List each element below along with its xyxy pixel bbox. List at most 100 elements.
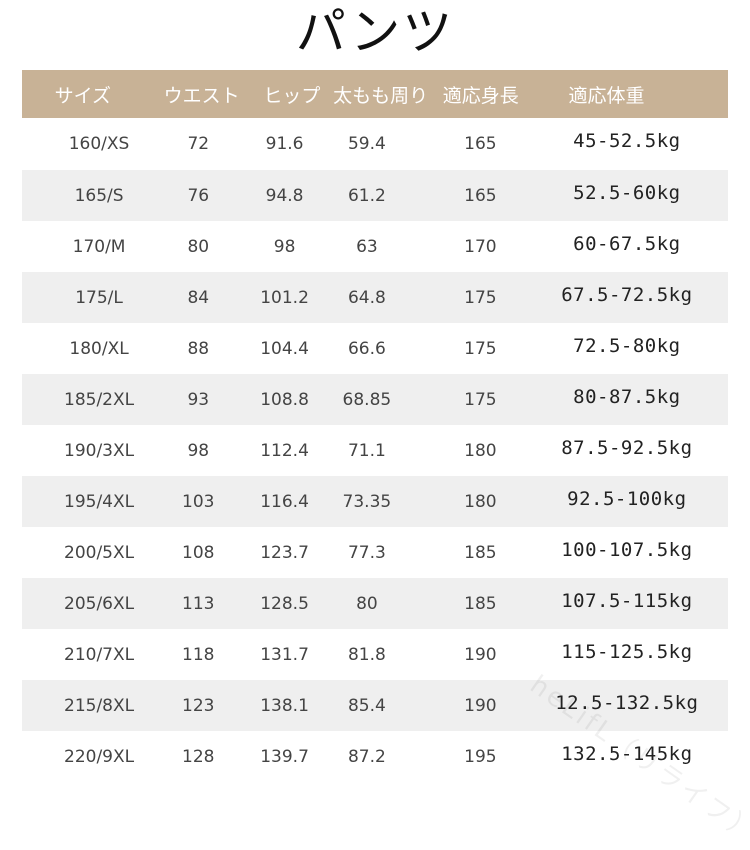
table-row: 200/5XL 108 123.7 77.3 185 100-107.5kg xyxy=(22,527,728,578)
cell-hip: 123.7 xyxy=(260,542,309,563)
cell-size: 215/8XL xyxy=(64,695,135,716)
cell-waist: 98 xyxy=(187,440,210,461)
cell-hip: 94.8 xyxy=(265,185,304,206)
header-weight: 適応体重 xyxy=(568,84,645,107)
table-row: 220/9XL 128 139.7 87.2 195 132.5-145kg xyxy=(22,731,728,782)
cell-waist: 103 xyxy=(182,491,215,512)
cell-waist: 76 xyxy=(187,185,210,206)
cell-weight: 12.5-132.5kg xyxy=(555,691,699,714)
cell-hip: 104.4 xyxy=(260,338,309,359)
cell-weight: 92.5-100kg xyxy=(567,487,687,510)
table-row: 185/2XL 93 108.8 68.85 175 80-87.5kg xyxy=(22,374,728,425)
cell-waist: 108 xyxy=(182,542,215,563)
cell-waist: 113 xyxy=(182,593,215,614)
cell-height: 175 xyxy=(464,338,497,359)
header-hip: ヒップ xyxy=(263,84,321,107)
cell-weight: 115-125.5kg xyxy=(561,640,693,663)
cell-hip: 131.7 xyxy=(260,644,309,665)
cell-size: 165/S xyxy=(74,185,124,206)
cell-weight: 67.5-72.5kg xyxy=(561,283,693,306)
cell-thigh: 81.8 xyxy=(347,644,386,665)
cell-thigh: 64.8 xyxy=(347,287,386,308)
table-row: 165/S 76 94.8 61.2 165 52.5-60kg xyxy=(22,170,728,221)
size-table: サイズ ウエスト ヒップ 太もも周り 適応身長 適応体重 160/XS 72 91.… xyxy=(22,70,728,782)
cell-hip: 128.5 xyxy=(260,593,309,614)
cell-size: 200/5XL xyxy=(64,542,135,563)
header-height: 適応身長 xyxy=(442,84,519,107)
cell-height: 190 xyxy=(464,644,497,665)
cell-size: 220/9XL xyxy=(64,746,135,767)
cell-waist: 84 xyxy=(187,287,210,308)
cell-size: 170/M xyxy=(72,236,126,257)
cell-height: 195 xyxy=(464,746,497,767)
cell-weight: 72.5-80kg xyxy=(573,334,681,357)
table-header: サイズ ウエスト ヒップ 太もも周り 適応身長 適応体重 xyxy=(22,70,728,118)
cell-hip: 138.1 xyxy=(260,695,309,716)
header-size: サイズ xyxy=(54,84,112,107)
table-row: 175/L 84 101.2 64.8 175 67.5-72.5kg xyxy=(22,272,728,323)
cell-height: 190 xyxy=(464,695,497,716)
cell-waist: 93 xyxy=(187,389,210,410)
cell-waist: 80 xyxy=(187,236,210,257)
cell-thigh: 85.4 xyxy=(347,695,386,716)
cell-height: 165 xyxy=(464,134,497,154)
cell-size: 205/6XL xyxy=(64,593,135,614)
cell-height: 175 xyxy=(464,389,497,410)
cell-height: 180 xyxy=(464,491,497,512)
cell-hip: 116.4 xyxy=(260,491,309,512)
table-row: 160/XS 72 91.6 59.4 165 45-52.5kg xyxy=(22,118,728,170)
cell-hip: 108.8 xyxy=(260,389,309,410)
cell-size: 210/7XL xyxy=(64,644,135,665)
cell-thigh: 59.4 xyxy=(347,134,386,154)
header-waist: ウエスト xyxy=(163,84,240,107)
cell-size: 160/XS xyxy=(68,134,130,154)
table-row: 180/XL 88 104.4 66.6 175 72.5-80kg xyxy=(22,323,728,374)
header-thigh: 太もも周り xyxy=(333,84,429,107)
cell-size: 190/3XL xyxy=(64,440,135,461)
cell-height: 180 xyxy=(464,440,497,461)
cell-height: 185 xyxy=(464,593,497,614)
cell-waist: 72 xyxy=(187,134,210,154)
cell-waist: 128 xyxy=(182,746,215,767)
cell-waist: 88 xyxy=(187,338,210,359)
cell-size: 185/2XL xyxy=(64,389,135,410)
cell-size: 180/XL xyxy=(69,338,129,359)
cell-hip: 91.6 xyxy=(265,134,304,154)
cell-height: 185 xyxy=(464,542,497,563)
cell-thigh: 77.3 xyxy=(347,542,386,563)
cell-hip: 98 xyxy=(273,236,296,257)
cell-weight: 45-52.5kg xyxy=(573,130,681,152)
cell-weight: 87.5-92.5kg xyxy=(561,436,693,459)
page-title: パンツ xyxy=(295,3,455,61)
cell-weight: 60-67.5kg xyxy=(573,232,681,255)
cell-weight: 132.5-145kg xyxy=(561,742,693,765)
cell-size: 195/4XL xyxy=(64,491,135,512)
cell-hip: 112.4 xyxy=(260,440,309,461)
table-body: 160/XS 72 91.6 59.4 165 45-52.5kg 165/S 76 94.8 6… xyxy=(22,118,728,782)
cell-waist: 123 xyxy=(182,695,215,716)
cell-waist: 118 xyxy=(182,644,215,665)
cell-thigh: 66.6 xyxy=(347,338,386,359)
cell-thigh: 87.2 xyxy=(347,746,386,767)
cell-hip: 101.2 xyxy=(260,287,309,308)
cell-thigh: 68.85 xyxy=(342,389,392,410)
cell-thigh: 71.1 xyxy=(347,440,386,461)
table-row: 210/7XL 118 131.7 81.8 190 115-125.5kg xyxy=(22,629,728,680)
cell-weight: 52.5-60kg xyxy=(573,181,681,204)
table-row: 190/3XL 98 112.4 71.1 180 87.5-92.5kg xyxy=(22,425,728,476)
table-row: 205/6XL 113 128.5 80 185 107.5-115kg xyxy=(22,578,728,629)
cell-height: 175 xyxy=(464,287,497,308)
cell-weight: 80-87.5kg xyxy=(573,385,681,408)
cell-hip: 139.7 xyxy=(260,746,309,767)
cell-thigh: 61.2 xyxy=(347,185,386,206)
cell-thigh: 80 xyxy=(356,593,378,614)
cell-thigh: 63 xyxy=(356,236,378,257)
cell-size: 175/L xyxy=(75,287,123,308)
table-row: 215/8XL 123 138.1 85.4 190 12.5-132.5kg xyxy=(22,680,728,731)
table-row: 195/4XL 103 116.4 73.35 180 92.5-100kg xyxy=(22,476,728,527)
cell-weight: 100-107.5kg xyxy=(561,538,693,561)
cell-weight: 107.5-115kg xyxy=(561,589,693,612)
cell-height: 165 xyxy=(464,185,497,206)
cell-height: 170 xyxy=(464,236,497,257)
cell-thigh: 73.35 xyxy=(342,491,392,512)
